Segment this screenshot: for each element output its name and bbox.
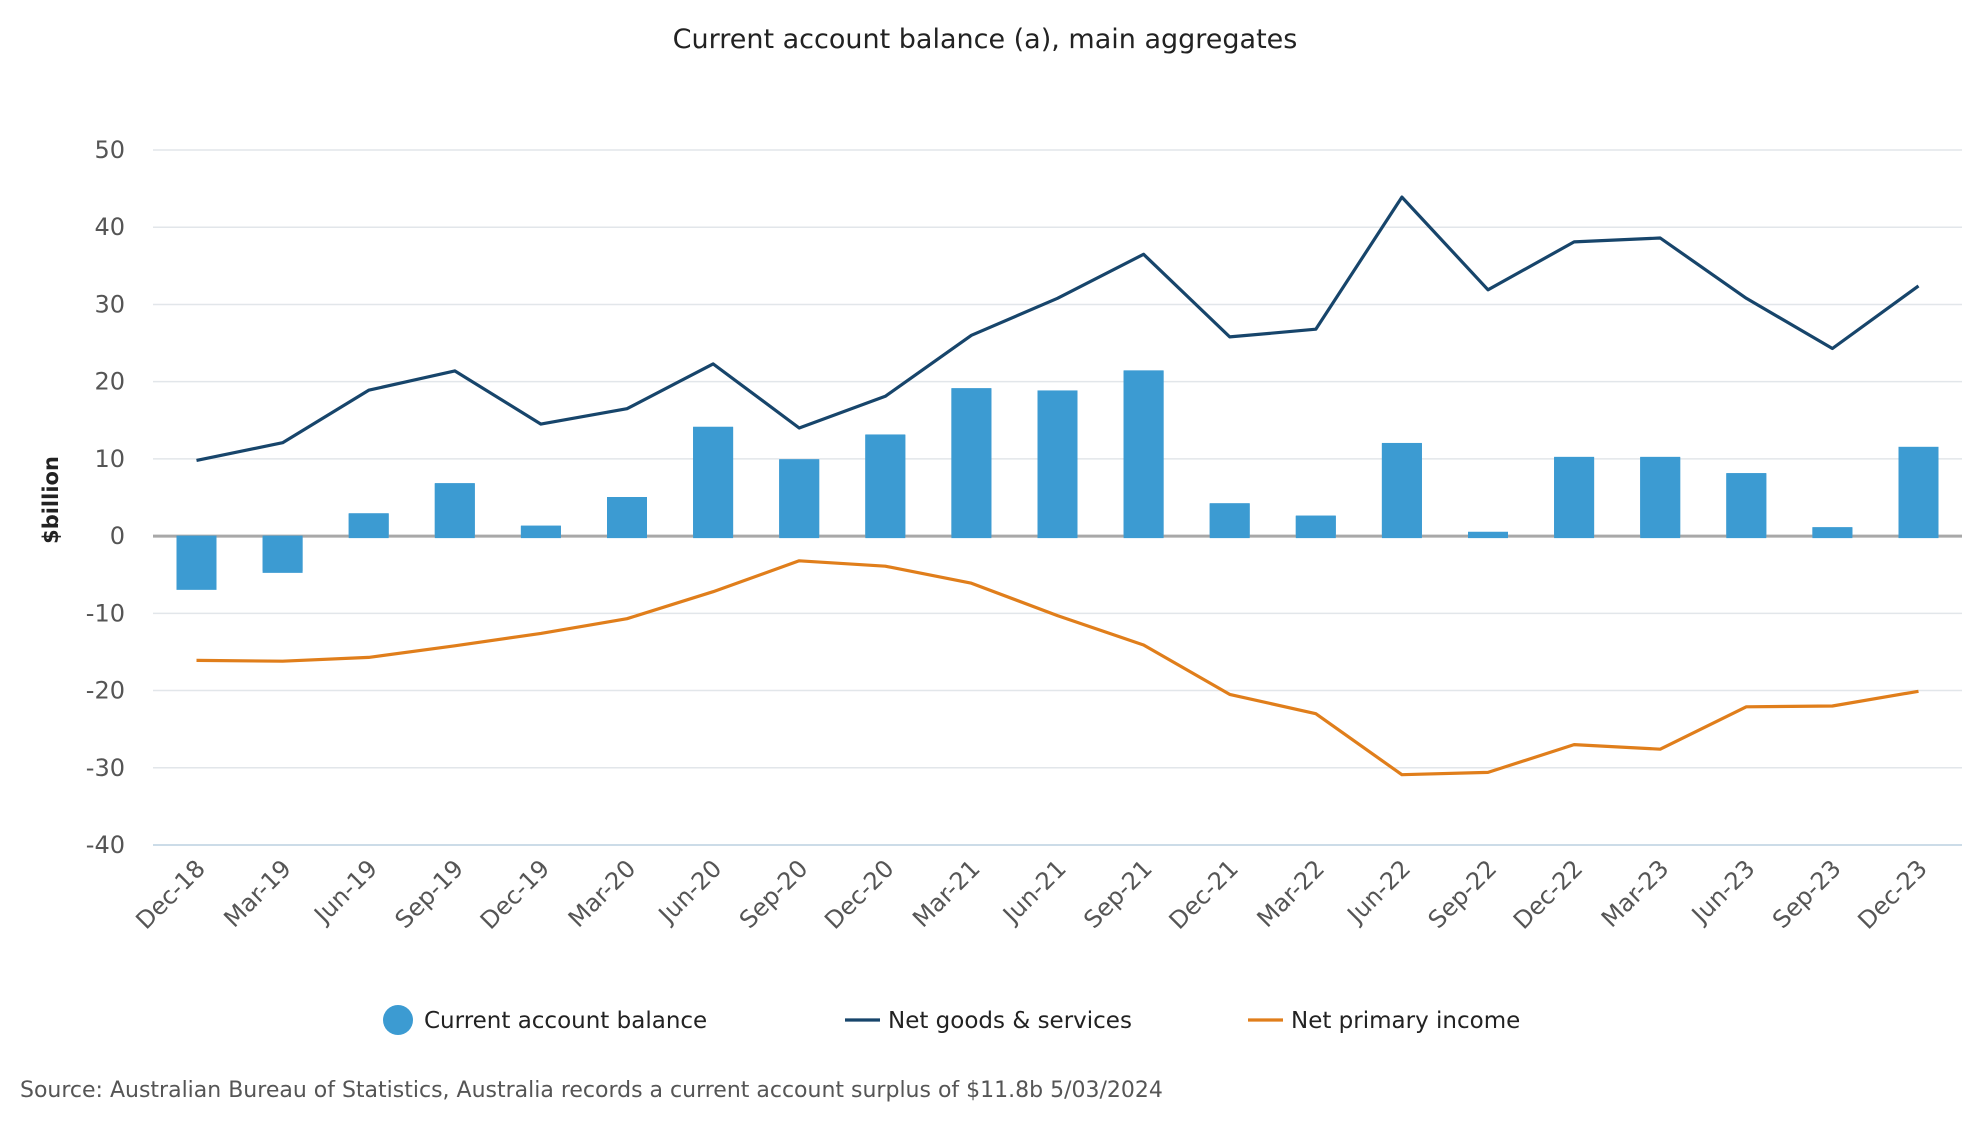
bar-cover xyxy=(1640,456,1681,539)
x-tick-label: Dec-22 xyxy=(1508,854,1588,934)
x-tick-label: Jun-23 xyxy=(1685,854,1760,929)
x-tick-label: Sep-23 xyxy=(1767,854,1847,934)
y-tick-label: 50 xyxy=(94,136,125,164)
series-line xyxy=(196,195,1920,462)
y-tick-label: 10 xyxy=(94,445,125,473)
x-tick-label: Sep-22 xyxy=(1423,854,1503,934)
x-tick-label: Mar-19 xyxy=(218,854,296,932)
legend-item[interactable]: Current account balance xyxy=(383,1005,707,1035)
bar-cover xyxy=(779,459,820,539)
bar-cover xyxy=(1726,473,1767,539)
x-tick-label: Dec-20 xyxy=(819,854,899,934)
x-tick-label: Jun-19 xyxy=(307,854,382,929)
legend: Current account balance Net goods & servi… xyxy=(383,1005,1520,1035)
x-tick-label: Mar-21 xyxy=(907,854,985,932)
bar-cover xyxy=(1295,515,1336,539)
series-line xyxy=(196,559,1919,777)
legend-label: Current account balance xyxy=(424,1008,707,1034)
bar-cover xyxy=(348,513,389,539)
x-tick-label: Sep-21 xyxy=(1078,854,1158,934)
y-axis-ticks: 50 40 30 20 10 0 -10 -20 -30 -40 xyxy=(86,136,125,859)
bar-cover xyxy=(865,434,906,539)
bar-cover xyxy=(1468,531,1508,539)
x-tick-label: Jun-20 xyxy=(652,854,727,929)
x-tick-label: Mar-20 xyxy=(563,854,641,932)
bar-cover xyxy=(520,525,561,539)
legend-marker xyxy=(383,1005,413,1035)
x-tick-label: Jun-21 xyxy=(996,854,1071,929)
bar-cover xyxy=(434,483,475,539)
bar-cover xyxy=(1037,390,1078,539)
x-tick-label: Dec-23 xyxy=(1852,854,1932,934)
bar-cover xyxy=(176,535,217,590)
y-tick-label: -20 xyxy=(86,677,125,705)
bar-cover xyxy=(693,426,734,539)
y-axis-label: $billion xyxy=(39,456,63,544)
source-note: Source: Australian Bureau of Statistics,… xyxy=(20,1078,1163,1103)
bar-cover xyxy=(1812,527,1853,539)
bar-cover xyxy=(1554,456,1595,539)
x-tick-label: Sep-20 xyxy=(734,854,814,934)
x-tick-label: Mar-22 xyxy=(1252,854,1330,932)
x-tick-label: Dec-19 xyxy=(475,854,555,934)
y-tick-label: -30 xyxy=(86,754,125,782)
y-tick-label: 20 xyxy=(94,368,125,396)
x-axis-ticks: Dec-18 Mar-19 Jun-19 Sep-19 Dec-19 Mar-20 Jun-… xyxy=(130,854,1932,934)
bar-cover xyxy=(951,388,992,539)
chart-title: Current account balance (a), main aggreg… xyxy=(673,24,1298,55)
bar-cover xyxy=(607,497,647,539)
x-tick-label: Sep-19 xyxy=(390,854,470,934)
legend-item[interactable]: Net goods & services xyxy=(845,1008,1132,1034)
series-lines xyxy=(196,195,1920,777)
bar-cover xyxy=(1123,370,1164,539)
y-tick-label: 0 xyxy=(110,522,125,550)
bar-cover xyxy=(1898,446,1939,539)
legend-item[interactable]: Net primary income xyxy=(1248,1008,1520,1034)
zero-baseline xyxy=(153,370,1962,590)
x-tick-label: Jun-22 xyxy=(1341,854,1416,929)
y-tick-label: -10 xyxy=(86,599,125,627)
x-tick-label: Mar-23 xyxy=(1596,854,1674,932)
bar-cover xyxy=(262,535,303,573)
y-tick-label: -40 xyxy=(86,831,125,859)
legend-label: Net goods & services xyxy=(888,1008,1132,1034)
x-tick-label: Dec-21 xyxy=(1164,854,1244,934)
y-tick-label: 30 xyxy=(94,290,125,318)
x-tick-label: Dec-18 xyxy=(130,854,210,934)
y-tick-label: 40 xyxy=(94,213,125,241)
bar-cover xyxy=(1209,503,1250,539)
legend-label: Net primary income xyxy=(1291,1008,1520,1034)
bar-cover xyxy=(1381,442,1422,539)
